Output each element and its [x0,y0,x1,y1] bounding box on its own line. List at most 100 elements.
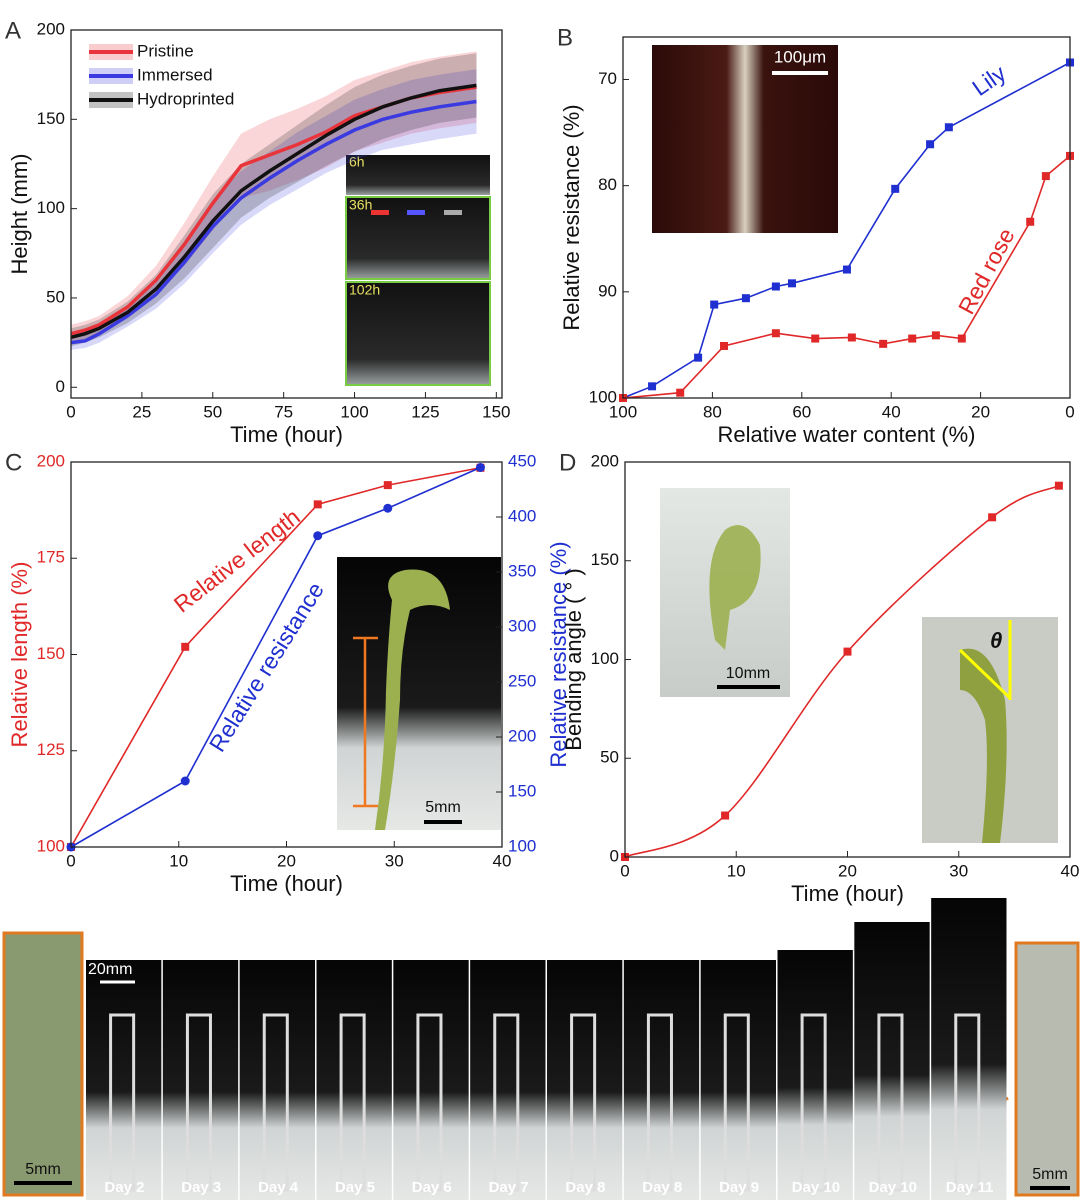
y-tick-label: 200 [37,451,65,470]
data-point [771,329,780,338]
data-point [676,388,685,397]
data-point [957,334,966,343]
photo [239,960,315,1200]
y-tick-label: 200 [37,19,65,38]
photo [162,960,239,1200]
data-point [710,300,719,309]
y-tick-label: 150 [37,109,65,128]
seedling [960,648,1007,843]
photo [777,950,853,1200]
x-tick-label: 20 [838,861,857,880]
y2-tick-label: 300 [508,616,536,635]
legend-label: Hydroprinted [137,89,234,108]
x-tick-label: 150 [482,402,510,421]
chart-panel: 0 25 50 75 100 125 150 0 50 100 150 200 Time (hour) H… [5,17,511,446]
marker-bar [407,210,425,215]
panel-label: A [5,17,21,44]
x-axis-label: Time (hour) [230,871,343,896]
y-tick-label: 150 [37,644,65,663]
data-point [180,776,190,786]
marker-bar [444,210,462,215]
x-axis-label: Time (hour) [230,422,343,447]
series-annotation: Relative resistance [204,578,329,757]
photo [652,45,838,233]
day-label: Day 10 [869,1179,917,1196]
data-point [1026,217,1035,226]
photo [2,931,84,1197]
y2-tick-label: 350 [508,561,536,580]
x-axis-label: Relative water content (%) [718,422,976,447]
seedling [375,569,450,830]
angle-label: θ [990,628,1002,653]
day-label: Day 8 [642,1179,682,1196]
seedling [709,525,761,650]
x-tick-label: 100 [340,402,368,421]
day-label: Day 7 [489,1179,529,1196]
data-point [648,382,657,391]
y2-tick-label: 450 [508,451,536,470]
data-point [811,334,820,343]
scale-label: 10mm [726,665,770,682]
panel-label: D [559,449,576,476]
data-point [721,811,730,820]
data-point [383,481,392,490]
marker-bar [371,210,389,215]
y-tick-label: 50 [600,748,619,767]
scaffold [646,1013,673,1192]
inset-photo-c: 5mm [337,557,501,830]
plot-frame [70,29,503,399]
day-label: Day 2 [104,1179,144,1196]
data-point [1054,481,1063,490]
data-point [313,500,322,509]
data-point [847,333,856,342]
scaffold [493,1013,520,1192]
photo [393,960,469,1200]
photo [316,960,392,1200]
photo [854,922,930,1200]
y-tick-label: 100 [37,198,65,217]
y-tick-label: 90 [598,281,617,300]
inset-photos-a: 6h 36h 102h [345,154,491,386]
day-label: Day 3 [181,1179,221,1196]
x-tick-label: 10 [169,851,188,870]
y-tick-label: 0 [56,377,65,396]
y-axis-label: Bending angle ( ° ) [561,568,586,750]
x-tick-label: 20 [971,402,990,421]
data-point [475,463,485,472]
data-point [741,294,750,303]
y-tick-label: 100 [591,649,619,668]
y2-tick-label: 200 [508,726,536,745]
data-point [771,282,780,291]
scaffold [109,1013,136,1192]
photo [931,898,1007,1200]
x-tick-label: 75 [274,402,293,421]
scale-label: 5mm [1032,1166,1068,1183]
day-label: Day 10 [792,1179,840,1196]
data-point [879,339,888,348]
scaffold [723,1013,750,1192]
legend-label: Immersed [137,65,213,84]
scaffold [570,1013,597,1192]
scale-label: 20mm [88,961,132,978]
error-band [71,69,477,350]
series-annotation: Red rose [953,224,1020,319]
scaffold [800,1013,827,1192]
photo [623,960,700,1200]
photo [700,960,776,1200]
scale-label: 100μm [774,47,826,66]
x-tick-label: 60 [792,402,811,421]
x-tick-label: 0 [620,861,629,880]
chart-panel: 0 10 20 30 40 0 50 100 150 200 Time (hour) Bending … [559,449,1079,905]
series-line [70,99,477,345]
x-tick-label: 40 [882,402,901,421]
x-tick-label: 30 [385,851,404,870]
series-annotation: Lily [967,60,1011,101]
day-label: Day 9 [719,1179,759,1196]
photo [1014,941,1080,1197]
y2-tick-label: 400 [508,506,536,525]
data-point [843,647,852,656]
scale-label: 5mm [425,799,461,816]
scaffold [339,1013,366,1192]
legend-label: Pristine [137,41,194,60]
